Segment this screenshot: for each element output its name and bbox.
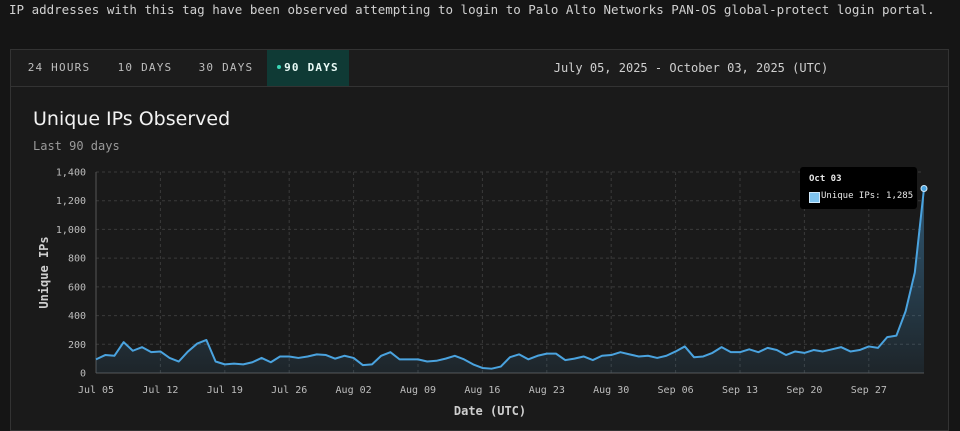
y-tick-label: 600 [68,282,86,293]
y-tick-label: 1,200 [56,196,86,207]
x-tick-label: Aug 23 [529,385,565,396]
chart-title: Unique IPs Observed [33,108,231,130]
x-tick-label: Sep 13 [722,385,758,396]
series-line-unique-ips [95,188,925,370]
x-tick-label: Jul 12 [142,385,178,396]
series-area [96,188,924,373]
tab-90-days-label: 90 DAYS [284,61,339,74]
chart-subtitle: Last 90 days [33,139,120,153]
active-dot-icon [277,65,282,69]
x-tick-label: Aug 30 [593,385,629,396]
x-tick-label: Sep 20 [786,385,822,396]
date-range-label: July 05, 2025 - October 03, 2025 (UTC) [553,61,829,75]
x-tick-label: Aug 16 [464,385,500,396]
x-tick-label: Jul 26 [271,385,307,396]
x-tick-label: Aug 02 [336,385,372,396]
tooltip-date: Oct 03 [809,174,842,184]
data-point-highlight [920,185,928,193]
y-tick-label: 1,400 [56,168,86,179]
y-tick-label: 400 [68,311,86,322]
x-tick-label: Sep 06 [658,385,694,396]
time-range-tabs: 24 HOURS 10 DAYS 30 DAYS 90 DAYS July 05… [11,50,948,87]
tab-24-hours[interactable]: 24 HOURS [27,61,91,74]
chart-tooltip: Oct 03 Unique IPs: 1,285 [800,167,917,209]
x-tick-label: Jul 19 [207,385,243,396]
tab-90-days[interactable]: 90 DAYS [267,50,349,86]
y-tick-label: 0 [80,369,86,380]
tab-30-days[interactable]: 30 DAYS [198,61,254,74]
x-tick-label: Jul 05 [78,385,114,396]
y-tick-label: 800 [68,254,86,265]
unique-ips-chart[interactable]: 0 200 400 600 800 1,000 1,200 1,400 Jul 05 Jul 12… [0,0,960,420]
tab-10-days[interactable]: 10 DAYS [117,61,173,74]
tooltip-series-swatch [809,192,820,203]
x-tick-label: Aug 09 [400,385,436,396]
x-tick-label: Sep 27 [851,385,887,396]
tag-description: IP addresses with this tag have been obs… [9,2,935,17]
y-axis-title: Unique IPs [37,236,51,308]
y-tick-label: 1,000 [56,225,86,236]
x-axis-title: Date (UTC) [454,404,526,418]
y-tick-label: 200 [68,340,86,351]
tooltip-value: Unique IPs: 1,285 [821,191,914,201]
